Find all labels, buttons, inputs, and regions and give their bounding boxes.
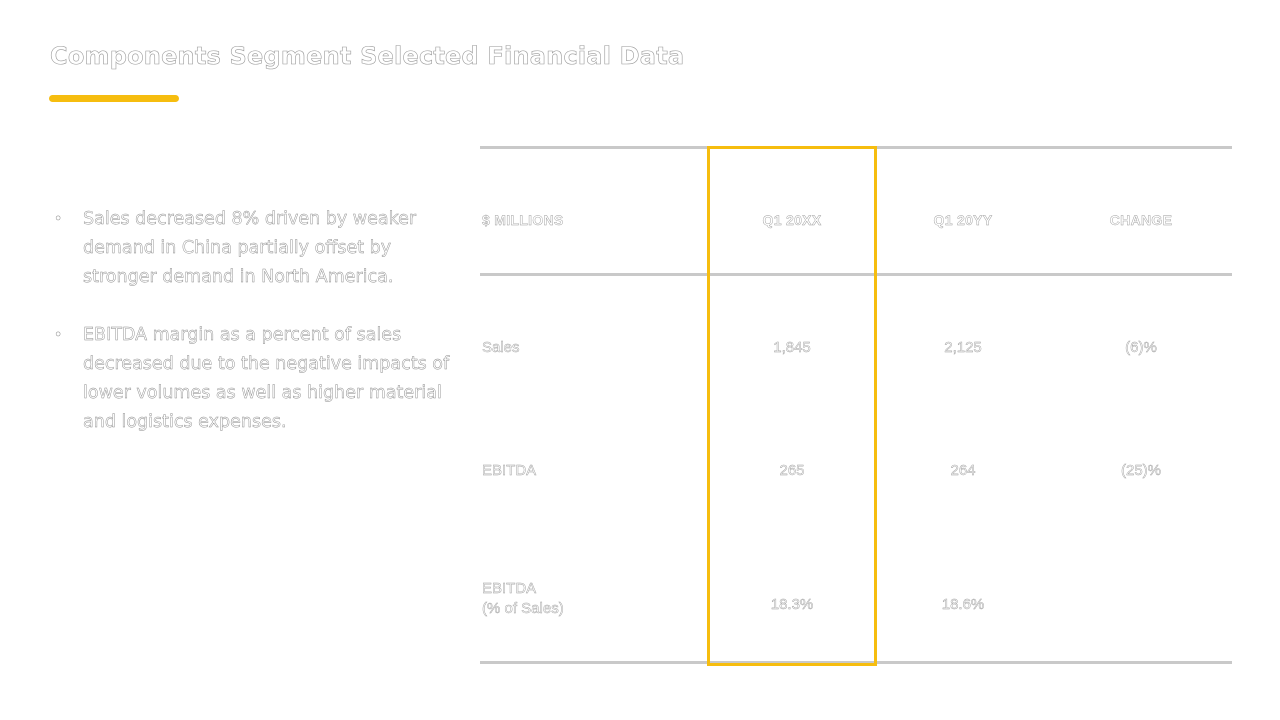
bullet-item: • Sales decreased 8% driven by weaker de…	[50, 205, 470, 292]
bullet-marker: •	[54, 327, 63, 344]
table-bottom-rule	[480, 661, 1232, 664]
cell-ebitda-q1-xx: 265	[779, 462, 805, 479]
cell-margin-q1-xx: 18.3%	[770, 596, 814, 613]
column-header-change: CHANGE	[1109, 212, 1173, 228]
bullet-marker: •	[54, 211, 63, 228]
column-header-millions: $ MILLIONS	[482, 212, 564, 228]
column-header-q1-xx: Q1 20XX	[762, 212, 822, 228]
row-label-ebitda: EBITDA	[482, 462, 537, 479]
cell-sales-change: (6)%	[1125, 339, 1157, 356]
row-label-sales: Sales	[482, 339, 520, 356]
bullet-list: • Sales decreased 8% driven by weaker de…	[50, 205, 470, 466]
bullet-text: Sales decreased 8% driven by weaker dema…	[83, 209, 417, 287]
row-label-ebitda-margin: EBITDA	[482, 580, 537, 597]
cell-margin-q1-yy: 18.6%	[941, 596, 985, 613]
cell-sales-q1-yy: 2,125	[944, 339, 982, 356]
financial-table: $ MILLIONS Q1 20XX Q1 20YY CHANGE Sales …	[480, 146, 1232, 666]
cell-ebitda-q1-yy: 264	[950, 462, 976, 479]
title-underline	[49, 95, 179, 102]
cell-sales-q1-xx: 1,845	[773, 339, 811, 356]
table-header-rule	[480, 273, 1232, 276]
bullet-item: • EBITDA margin as a percent of sales de…	[50, 321, 470, 437]
highlight-column-box	[707, 146, 877, 666]
cell-ebitda-change: (25)%	[1120, 462, 1162, 479]
row-label-ebitda-margin-sub: (% of Sales)	[482, 600, 564, 617]
bullet-text: EBITDA margin as a percent of sales decr…	[83, 325, 450, 432]
slide-title: Components Segment Selected Financial Da…	[50, 42, 685, 71]
column-header-q1-yy: Q1 20YY	[933, 212, 993, 228]
